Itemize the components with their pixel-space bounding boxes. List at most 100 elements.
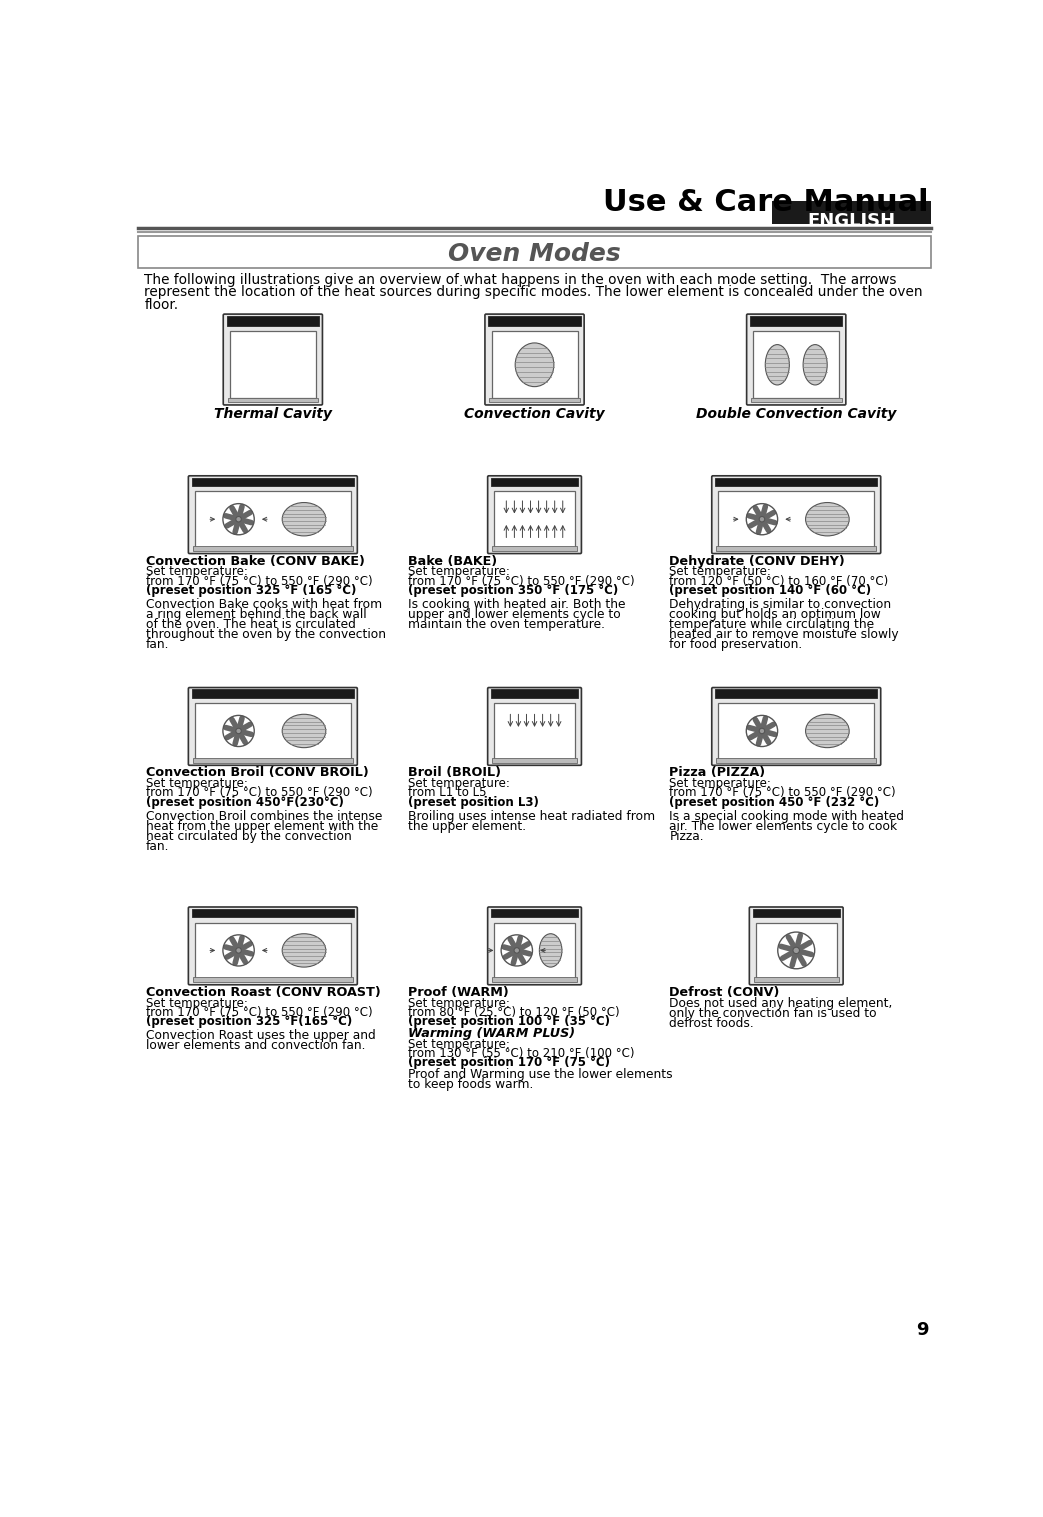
Text: (preset position 325 °F(165 °C): (preset position 325 °F(165 °C) [146,1015,353,1029]
Bar [494,922,575,978]
Text: Convection Cavity: Convection Cavity [464,407,605,420]
Bar [494,704,575,758]
Bar [488,316,581,326]
Ellipse shape [236,516,241,522]
Text: heat circulated by the convection: heat circulated by the convection [146,830,351,842]
FancyBboxPatch shape [189,687,358,765]
Text: Is a special cooking mode with heated: Is a special cooking mode with heated [670,810,904,822]
Ellipse shape [236,728,241,734]
Text: a ring element behind the back wall: a ring element behind the back wall [146,608,366,620]
FancyBboxPatch shape [488,907,581,985]
Text: Thermal Cavity: Thermal Cavity [214,407,332,420]
Text: Defrost (CONV): Defrost (CONV) [670,986,779,998]
Text: only the convection fan is used to: only the convection fan is used to [670,1007,877,1019]
Text: fan.: fan. [146,839,169,853]
Text: heat from the upper element with the: heat from the upper element with the [146,819,379,833]
Text: (preset position L3): (preset position L3) [408,796,538,809]
Ellipse shape [759,516,765,522]
FancyBboxPatch shape [189,476,358,554]
Ellipse shape [759,728,765,734]
Text: Set temperature:: Set temperature: [408,777,509,790]
Text: from 170 °F (75 °C) to 550 °F (290 °C): from 170 °F (75 °C) to 550 °F (290 °C) [670,786,896,799]
Bar [715,546,876,551]
Bar [227,397,318,402]
Text: fan.: fan. [146,637,169,651]
Ellipse shape [803,344,827,385]
Text: air. The lower elements cycle to cook: air. The lower elements cycle to cook [670,819,897,833]
Text: maintain the oven temperature.: maintain the oven temperature. [408,617,605,631]
Bar [751,397,842,402]
Text: The following illustrations give an overview of what happens in the oven with ea: The following illustrations give an over… [144,273,897,287]
Bar [715,758,876,763]
Text: Double Convection Cavity: Double Convection Cavity [696,407,896,420]
Text: Dehydrating is similar to convection: Dehydrating is similar to convection [670,598,892,611]
Bar [719,704,874,758]
Text: from 80 °F (25 °C) to 120 °F (50 °C): from 80 °F (25 °C) to 120 °F (50 °C) [408,1006,620,1019]
Ellipse shape [283,502,325,536]
Ellipse shape [236,948,241,953]
Text: Dehydrate (CONV DEHY): Dehydrate (CONV DEHY) [670,555,845,567]
Text: Convection Broil (CONV BROIL): Convection Broil (CONV BROIL) [146,766,368,780]
Bar [491,478,578,485]
Text: Proof and Warming use the lower elements: Proof and Warming use the lower elements [408,1068,672,1082]
Bar [193,546,354,551]
Text: from 120 °F (50 °C) to 160 °F (70 °C): from 120 °F (50 °C) to 160 °F (70 °C) [670,575,889,587]
Text: for food preservation.: for food preservation. [670,637,802,651]
Text: (preset position 325 °F (165 °C): (preset position 325 °F (165 °C) [146,584,357,598]
Bar [491,689,578,698]
Text: Broiling uses intense heat radiated from: Broiling uses intense heat radiated from [408,810,655,822]
Text: Set temperature:: Set temperature: [146,566,248,578]
Text: Use & Care Manual: Use & Care Manual [603,188,928,217]
FancyBboxPatch shape [711,687,880,765]
Text: Set temperature:: Set temperature: [146,997,248,1010]
Text: (preset position 450°F(230°C): (preset position 450°F(230°C) [146,796,344,809]
Bar [719,492,874,548]
Bar [195,922,350,978]
FancyBboxPatch shape [223,314,322,405]
Ellipse shape [283,715,325,748]
Ellipse shape [539,934,562,968]
Bar [753,331,840,399]
Text: Set temperature:: Set temperature: [670,566,771,578]
Ellipse shape [793,947,800,954]
Text: Set temperature:: Set temperature: [408,997,509,1010]
Bar [492,758,577,763]
Text: cooking but holds an optimum low: cooking but holds an optimum low [670,608,881,620]
FancyBboxPatch shape [772,202,931,225]
Text: the upper element.: the upper element. [408,819,526,833]
Text: represent the location of the heat sources during specific modes. The lower elem: represent the location of the heat sourc… [144,285,923,299]
Text: throughout the oven by the convection: throughout the oven by the convection [146,628,386,640]
FancyBboxPatch shape [711,476,880,554]
Text: Convection Roast (CONV ROAST): Convection Roast (CONV ROAST) [146,986,381,998]
Ellipse shape [805,502,849,536]
Text: temperature while circulating the: temperature while circulating the [670,617,874,631]
Text: (preset position 140 °F (60 °C): (preset position 140 °F (60 °C) [670,584,871,598]
Bar [192,478,354,485]
Text: Pizza (PIZZA): Pizza (PIZZA) [670,766,766,780]
Bar [494,492,575,548]
Bar [492,977,577,981]
Bar [229,331,316,399]
Text: 9: 9 [916,1321,928,1338]
Text: Proof (WARM): Proof (WARM) [408,986,508,998]
Text: (preset position 450 °F (232 °C): (preset position 450 °F (232 °C) [670,796,879,809]
FancyBboxPatch shape [749,907,843,985]
Text: Convection Roast uses the upper and: Convection Roast uses the upper and [146,1029,375,1042]
Text: from 130 °F (55 °C) to 210 °F (100 °C): from 130 °F (55 °C) to 210 °F (100 °C) [408,1047,634,1060]
Bar [195,492,350,548]
Bar [715,689,877,698]
Bar [489,397,580,402]
FancyBboxPatch shape [189,907,358,985]
Text: (preset position 100 °F (35 °C): (preset position 100 °F (35 °C) [408,1015,609,1029]
Ellipse shape [514,948,519,953]
FancyBboxPatch shape [488,476,581,554]
Text: Convection Bake (CONV BAKE): Convection Bake (CONV BAKE) [146,555,365,567]
Ellipse shape [515,343,554,387]
FancyBboxPatch shape [485,314,584,405]
Bar [715,478,877,485]
Bar [226,316,319,326]
Text: Set temperature:: Set temperature: [146,777,248,790]
Bar [193,977,354,981]
Bar [195,704,350,758]
Text: of the oven. The heat is circulated: of the oven. The heat is circulated [146,617,356,631]
